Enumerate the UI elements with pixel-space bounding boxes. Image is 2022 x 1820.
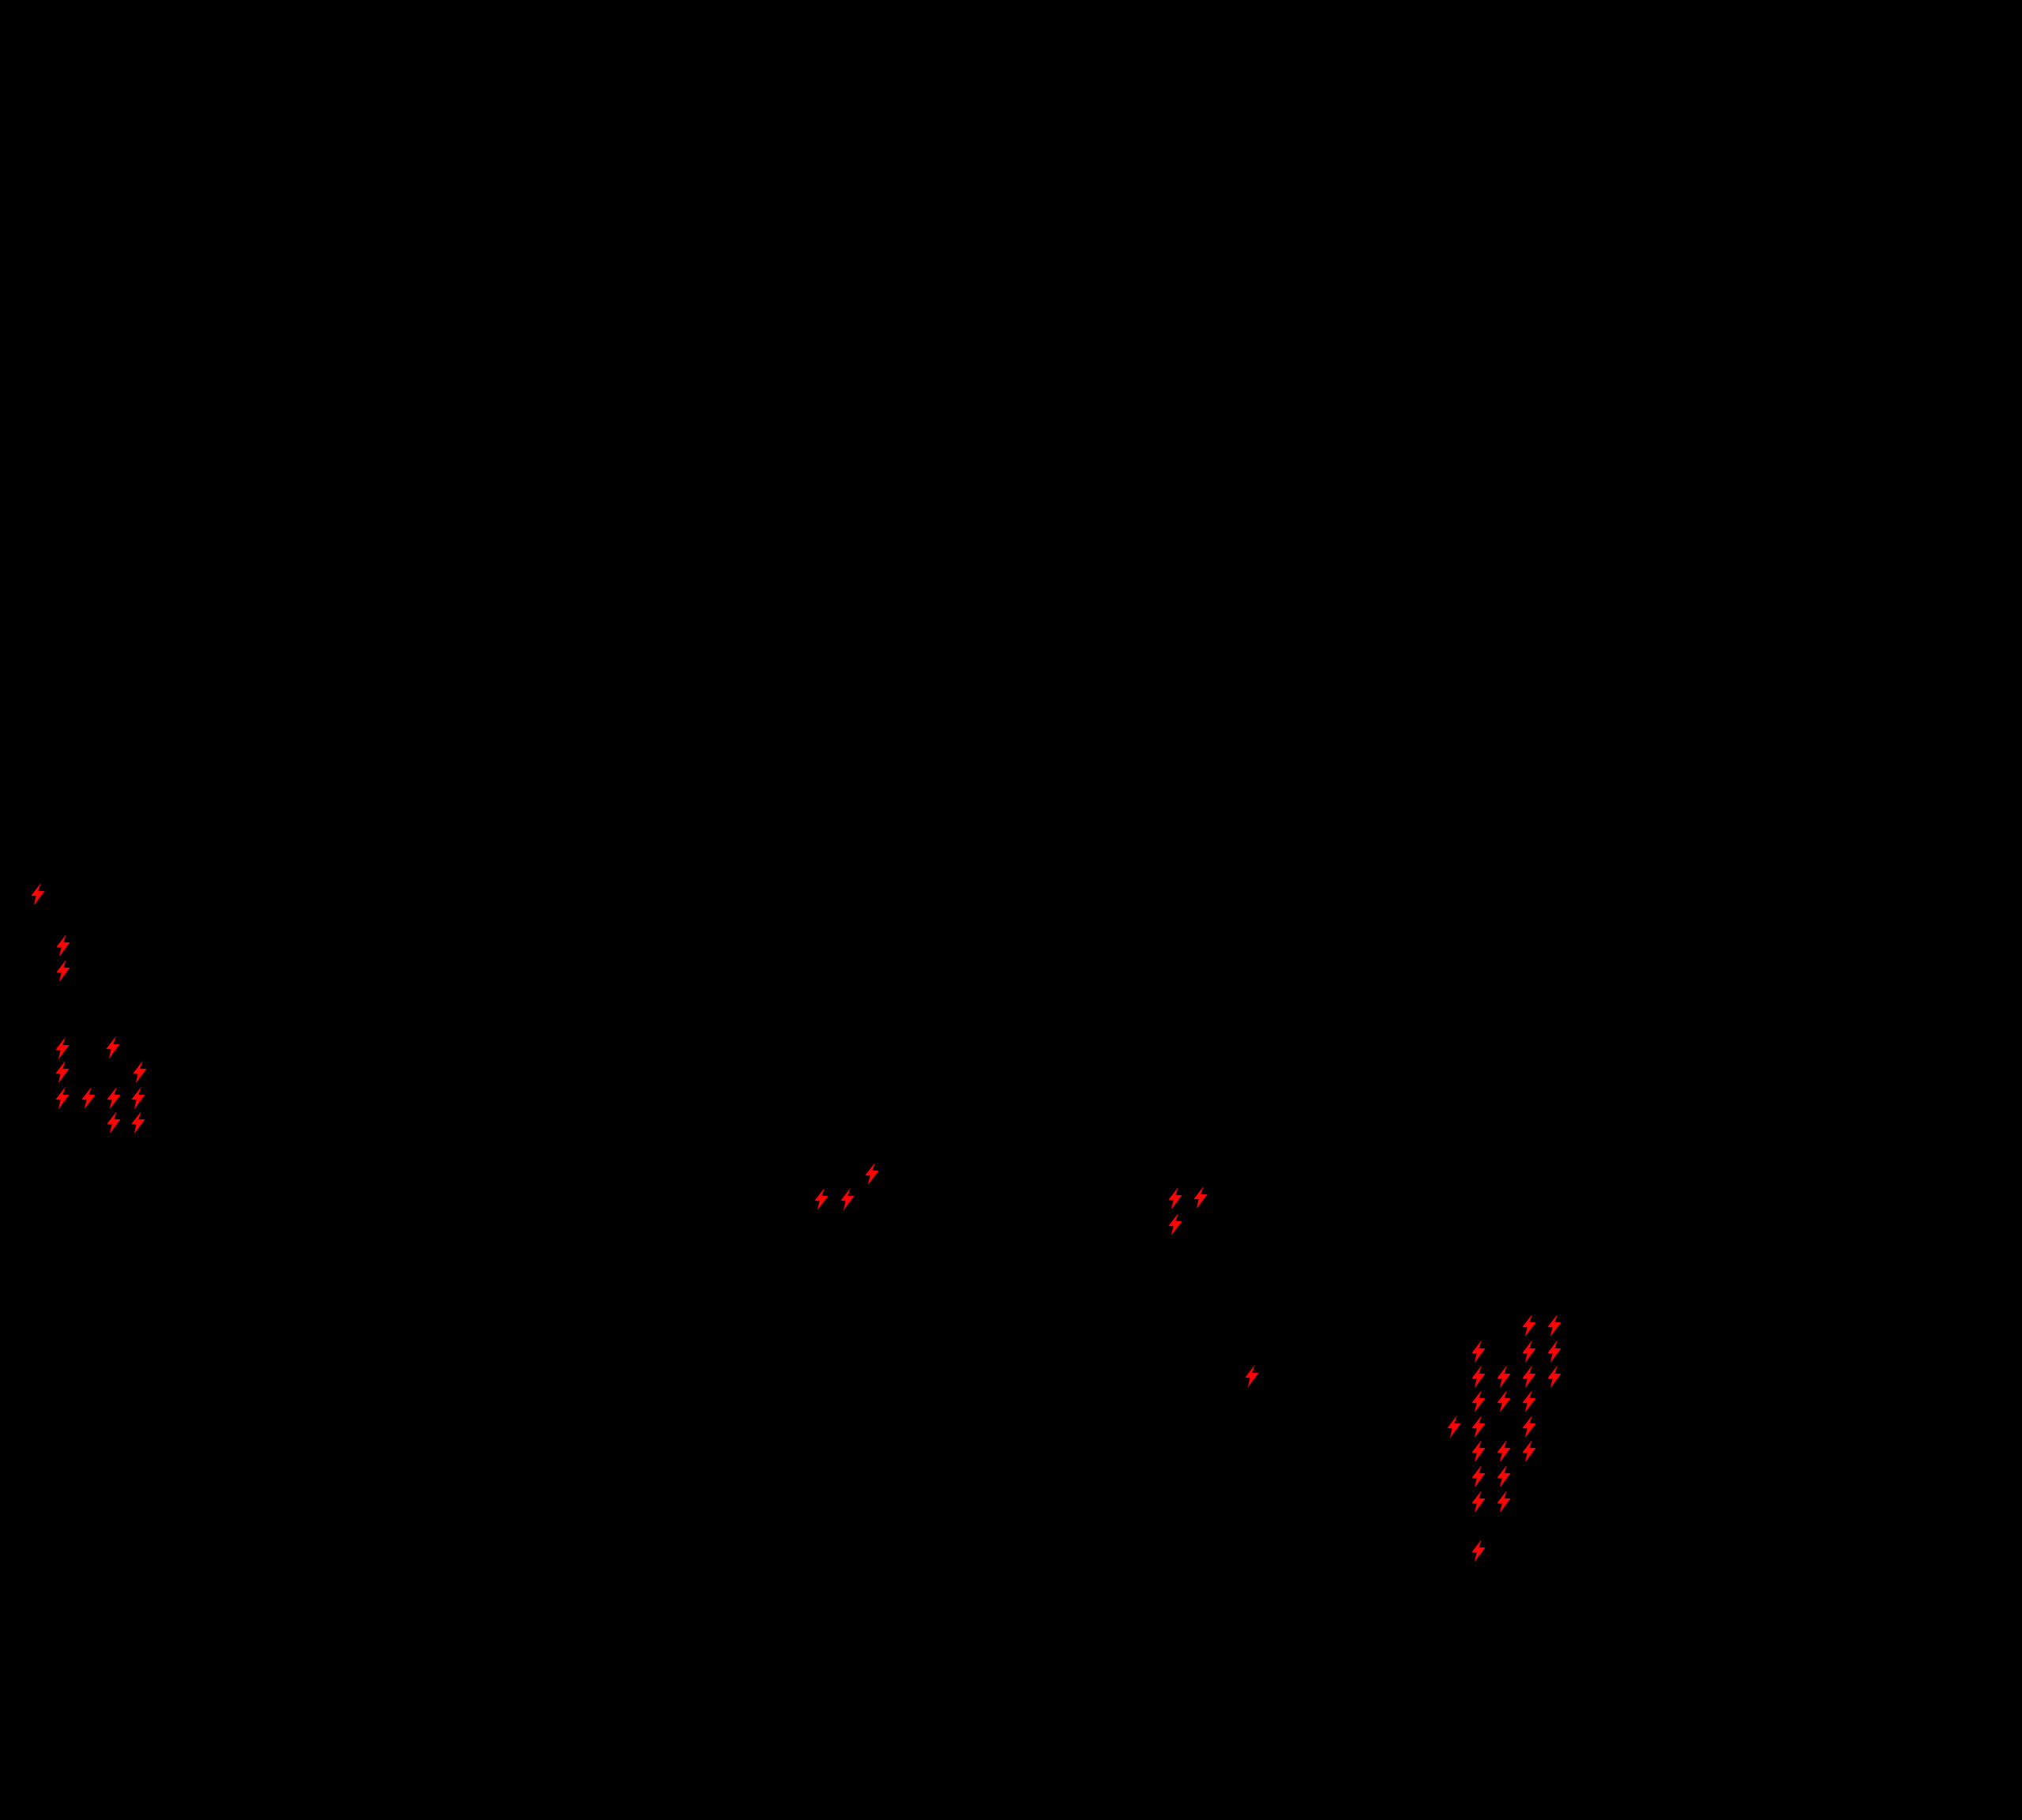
lightning-bolt-icon xyxy=(1496,1490,1513,1514)
lightning-bolt-icon xyxy=(1496,1389,1513,1413)
lightning-bolt-icon xyxy=(1547,1314,1563,1337)
lightning-bolt-icon xyxy=(1521,1314,1538,1337)
lightning-bolt-icon xyxy=(1167,1213,1184,1236)
lightning-bolt-icon xyxy=(840,1187,856,1211)
lightning-bolt-icon xyxy=(1471,1389,1487,1413)
lightning-bolt-icon xyxy=(130,1111,147,1134)
lightning-bolt-icon xyxy=(1193,1186,1209,1209)
lightning-bolt-icon xyxy=(106,1086,122,1110)
lightning-bolt-icon xyxy=(1547,1365,1563,1389)
lightning-bolt-icon xyxy=(1471,1539,1487,1562)
lightning-bolt-icon xyxy=(1547,1340,1563,1363)
lightning-bolt-icon xyxy=(130,1086,147,1110)
lightning-bolt-icon xyxy=(1471,1365,1487,1389)
lightning-bolt-icon xyxy=(132,1060,148,1084)
lightning-bolt-icon xyxy=(1496,1365,1513,1389)
lightning-bolt-icon xyxy=(81,1086,97,1110)
lightning-bolt-icon xyxy=(105,1036,122,1059)
lightning-bolt-icon xyxy=(106,1111,122,1134)
lightning-bolt-icon xyxy=(1496,1465,1513,1488)
lightning-bolt-icon xyxy=(55,959,72,983)
lightning-bolt-icon xyxy=(1471,1465,1487,1488)
lightning-bolt-icon xyxy=(1521,1415,1538,1438)
lightning-bolt-icon xyxy=(1521,1365,1538,1389)
lightning-bolt-icon xyxy=(54,1060,71,1084)
lightning-bolt-icon xyxy=(1521,1439,1538,1463)
lightning-bolt-icon xyxy=(54,1036,71,1060)
lightning-bolt-icon xyxy=(1446,1415,1463,1438)
lightning-bolt-icon xyxy=(1471,1439,1487,1463)
lightning-bolt-icon xyxy=(1244,1364,1261,1388)
lightning-bolt-icon xyxy=(1471,1415,1487,1438)
lightning-bolt-icon xyxy=(1471,1340,1487,1363)
lightning-bolt-icon xyxy=(1521,1340,1538,1363)
lightning-bolt-icon xyxy=(55,934,72,957)
lightning-bolt-icon xyxy=(1496,1439,1513,1463)
lightning-bolt-icon xyxy=(814,1187,830,1211)
lightning-bolt-icon xyxy=(1471,1490,1487,1514)
lightning-bolt-icon xyxy=(864,1162,881,1186)
lightning-bolt-icon xyxy=(54,1086,71,1110)
lightning-bolt-icon xyxy=(30,882,47,906)
lightning-bolt-icon xyxy=(1521,1389,1538,1413)
lightning-bolt-icon xyxy=(1167,1186,1184,1210)
